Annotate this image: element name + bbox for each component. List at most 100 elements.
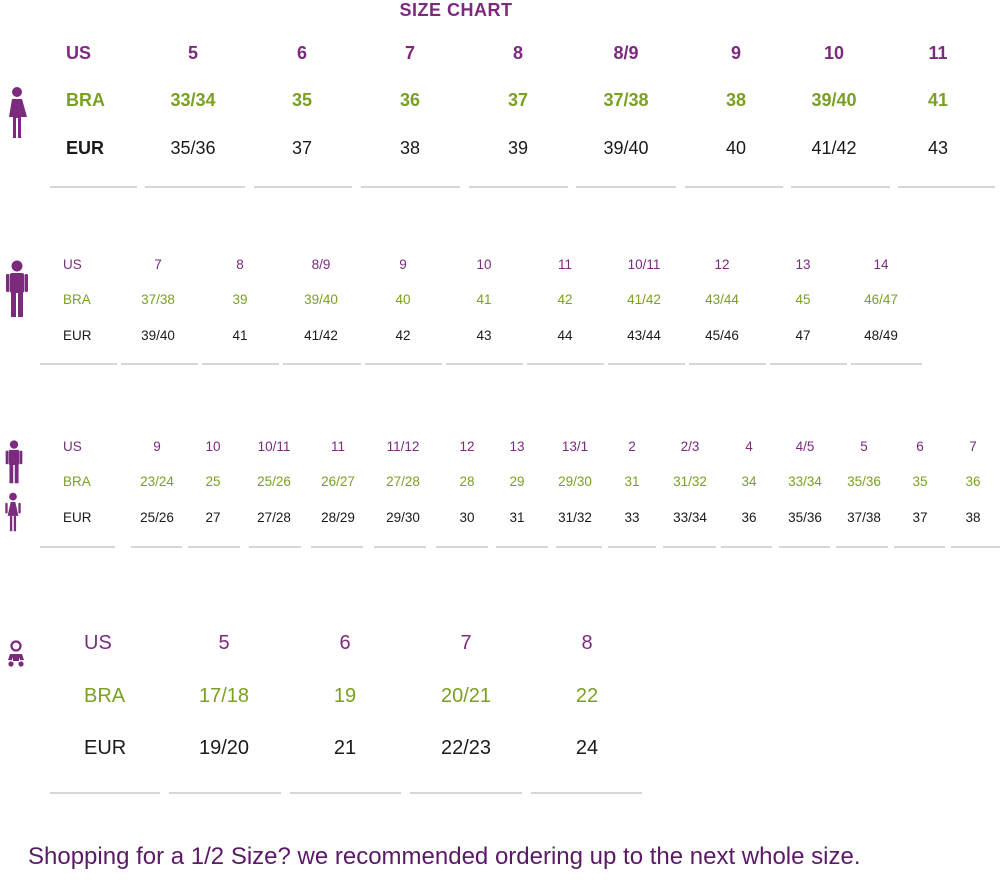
women-us-size: 8 — [512, 43, 524, 63]
women-bra-size: 33/34 — [170, 90, 216, 110]
kids-bra-size: 34 — [741, 474, 757, 489]
women-eur-size: 37 — [291, 138, 313, 158]
kids-us-size: 10/11 — [257, 439, 291, 454]
kids-eur-size: 36 — [741, 510, 757, 525]
table-divider — [770, 363, 847, 365]
baby-eur-size: 24 — [575, 737, 599, 759]
kids-bra-size: 29 — [509, 474, 525, 489]
kids-eur-size: 37/38 — [847, 510, 881, 525]
women-us-size: 7 — [404, 43, 416, 63]
table-divider — [531, 792, 642, 794]
women-eur-size: 39 — [507, 138, 529, 158]
table-divider — [361, 186, 460, 188]
kids-bra-size: 25/26 — [257, 474, 291, 489]
table-divider — [254, 186, 352, 188]
kids-bra-size: 33/34 — [788, 474, 822, 489]
men-eur-size: 43 — [476, 328, 492, 343]
men-us-size: 13 — [795, 257, 811, 272]
table-divider — [145, 186, 245, 188]
women-us-size: 8/9 — [613, 43, 639, 63]
women-bra-size: 37/38 — [603, 90, 649, 110]
kids-eur-size: 31 — [509, 510, 525, 525]
kids-bra-size: 29/30 — [558, 474, 592, 489]
table-divider — [410, 792, 522, 794]
men-eur-size: 44 — [557, 328, 573, 343]
women-bra-size: 36 — [399, 90, 421, 110]
kids-bra-size: 28 — [459, 474, 475, 489]
men-bra-size: 45 — [795, 292, 811, 307]
table-divider — [169, 792, 281, 794]
kids-us-size: 2 — [628, 439, 636, 454]
table-divider — [121, 363, 198, 365]
kids-eur-size: 35/36 — [788, 510, 822, 525]
men-eur-size: 41 — [232, 328, 248, 343]
men-eur-size: 41/42 — [304, 328, 338, 343]
kids-eur-label: EUR — [63, 510, 92, 525]
table-divider — [608, 363, 685, 365]
women-us-size: 10 — [823, 43, 845, 63]
table-divider — [311, 546, 363, 548]
table-divider — [951, 546, 1000, 548]
women-eur-size: 39/40 — [603, 138, 649, 158]
men-bra-size: 41 — [476, 292, 492, 307]
kids-eur-size: 27/28 — [257, 510, 291, 525]
men-eur-size: 42 — [395, 328, 411, 343]
women-eur-size: 43 — [927, 138, 949, 158]
women-bra-size: 41 — [927, 90, 949, 110]
baby-bra-size: 17/18 — [198, 685, 250, 707]
baby-bra-size: 19 — [333, 685, 357, 707]
kids-us-size: 10 — [205, 439, 221, 454]
men-bra-size: 46/47 — [864, 292, 898, 307]
table-divider — [249, 546, 301, 548]
kids-us-size: 12 — [459, 439, 475, 454]
women-bra-size: 35 — [291, 90, 313, 110]
men-us-size: 12 — [714, 257, 730, 272]
kids-us-size: 7 — [969, 439, 977, 454]
baby-eur-size: 19/20 — [198, 737, 250, 759]
men-bra-size: 43/44 — [705, 292, 739, 307]
women-eur-size: 38 — [399, 138, 421, 158]
women-us-label: US — [66, 43, 92, 63]
kids-eur-size: 25/26 — [140, 510, 174, 525]
men-us-size: 10/11 — [627, 257, 661, 272]
table-divider — [50, 186, 137, 188]
table-divider — [283, 363, 361, 365]
table-divider — [721, 546, 772, 548]
men-us-size: 8/9 — [311, 257, 331, 272]
women-bra-size: 38 — [725, 90, 747, 110]
women-us-size: 5 — [187, 43, 199, 63]
kids-bra-label: BRA — [63, 474, 91, 489]
half-size-note: Shopping for a 1/2 Size? we recommended … — [28, 843, 861, 870]
men-bra-size: 39 — [232, 292, 248, 307]
women-us-size: 11 — [928, 43, 948, 63]
baby-icon — [6, 640, 26, 673]
table-divider — [365, 363, 442, 365]
kids-eur-size: 28/29 — [321, 510, 355, 525]
kids-us-size: 4 — [745, 439, 753, 454]
kids-eur-size: 33/34 — [673, 510, 707, 525]
women-bra-size: 39/40 — [811, 90, 857, 110]
table-divider — [685, 186, 783, 188]
kids-us-label: US — [63, 439, 82, 454]
men-us-label: US — [63, 257, 82, 272]
men-bra-size: 42 — [557, 292, 573, 307]
baby-eur-label: EUR — [84, 737, 127, 759]
baby-eur-size: 21 — [333, 737, 357, 759]
kids-bra-size: 26/27 — [321, 474, 355, 489]
kids-us-size: 5 — [860, 439, 868, 454]
men-eur-size: 47 — [795, 328, 811, 343]
women-eur-label: EUR — [66, 138, 105, 158]
table-divider — [469, 186, 568, 188]
kids-bra-size: 27/28 — [386, 474, 420, 489]
men-eur-size: 39/40 — [141, 328, 175, 343]
kids-bra-size: 35 — [912, 474, 928, 489]
men-eur-label: EUR — [63, 328, 92, 343]
table-divider — [779, 546, 830, 548]
men-bra-size: 40 — [395, 292, 411, 307]
men-us-size: 9 — [399, 257, 407, 272]
women-eur-size: 35/36 — [170, 138, 216, 158]
women-us-size: 9 — [730, 43, 742, 63]
table-divider — [188, 546, 240, 548]
kids-eur-size: 27 — [205, 510, 221, 525]
women-bra-size: 37 — [507, 90, 529, 110]
